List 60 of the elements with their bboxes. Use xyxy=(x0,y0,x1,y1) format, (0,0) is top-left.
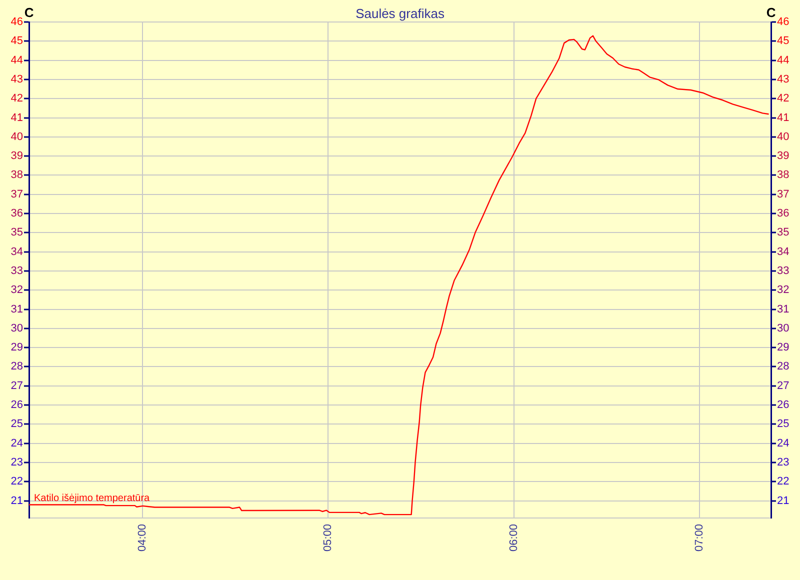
y-tick-label: 43 xyxy=(10,73,23,86)
y2-tick-label: 37 xyxy=(777,188,790,200)
y2-tick-label: 28 xyxy=(777,360,790,373)
y-tick-label: 37 xyxy=(10,188,23,200)
y-tick-label: 32 xyxy=(10,284,23,296)
y2-tick-label: 25 xyxy=(777,418,790,430)
y2-tick-label: 33 xyxy=(777,264,790,277)
y-axis-title: C xyxy=(24,5,34,20)
y2-tick-label: 45 xyxy=(777,35,790,48)
y-tick-label: 39 xyxy=(10,150,23,162)
x-tick-label: 04:00 xyxy=(136,524,148,552)
y2-tick-label: 23 xyxy=(777,456,790,468)
y-tick-label: 29 xyxy=(10,342,23,354)
y2-tick-label: 29 xyxy=(777,342,790,354)
y2-tick-label: 34 xyxy=(777,246,790,258)
y2-tick-label: 32 xyxy=(777,284,790,296)
y-tick-label: 31 xyxy=(10,303,23,316)
y2-tick-label: 24 xyxy=(777,437,790,450)
y-tick-label: 44 xyxy=(10,54,23,66)
y-tick-label: 21 xyxy=(10,494,23,507)
y2-tick-label: 26 xyxy=(777,399,790,412)
y-tick-label: 42 xyxy=(10,92,23,105)
y2-tick-label: 41 xyxy=(777,112,790,124)
y2-tick-label: 36 xyxy=(777,208,790,220)
series-label: Katilo išėjimo temperatūra xyxy=(34,492,150,504)
x-tick-label: 05:00 xyxy=(322,524,334,552)
y-tick-label: 38 xyxy=(10,169,23,182)
x-tick-label: 07:00 xyxy=(694,524,706,552)
y2-tick-label: 35 xyxy=(777,226,790,239)
y-tick-label: 35 xyxy=(10,226,23,239)
y2-tick-label: 42 xyxy=(777,92,790,105)
y2-tick-label: 22 xyxy=(777,476,790,488)
y-tick-label: 26 xyxy=(10,399,23,412)
y-tick-label: 40 xyxy=(10,130,23,143)
y2-tick-label: 43 xyxy=(777,73,790,86)
y2-tick-label: 27 xyxy=(777,380,790,392)
y2-tick-label: 40 xyxy=(777,130,790,143)
y-tick-label: 46 xyxy=(10,16,23,28)
y-tick-label: 36 xyxy=(10,208,23,220)
y2-tick-label: 21 xyxy=(777,494,790,507)
y-tick-label: 45 xyxy=(10,35,23,48)
y2-tick-label: 46 xyxy=(777,16,790,28)
y-tick-label: 22 xyxy=(10,476,23,488)
y2-tick-label: 30 xyxy=(777,322,790,334)
y2-tick-label: 31 xyxy=(777,303,790,316)
y-tick-label: 34 xyxy=(10,246,23,258)
y-tick-label: 24 xyxy=(10,437,23,450)
y2-axis-title: C xyxy=(766,5,776,20)
y-tick-label: 28 xyxy=(10,360,23,373)
y2-tick-label: 38 xyxy=(777,169,790,182)
x-tick-label: 06:00 xyxy=(508,524,520,552)
y-tick-label: 33 xyxy=(10,264,23,277)
y-tick-label: 27 xyxy=(10,380,23,392)
y-tick-label: 30 xyxy=(10,322,23,334)
y-tick-label: 23 xyxy=(10,456,23,468)
y-tick-label: 41 xyxy=(10,112,23,124)
y2-tick-label: 39 xyxy=(777,150,790,162)
chart-title: Saulės grafikas xyxy=(356,6,445,21)
y2-tick-label: 44 xyxy=(777,54,790,66)
y-tick-label: 25 xyxy=(10,418,23,430)
